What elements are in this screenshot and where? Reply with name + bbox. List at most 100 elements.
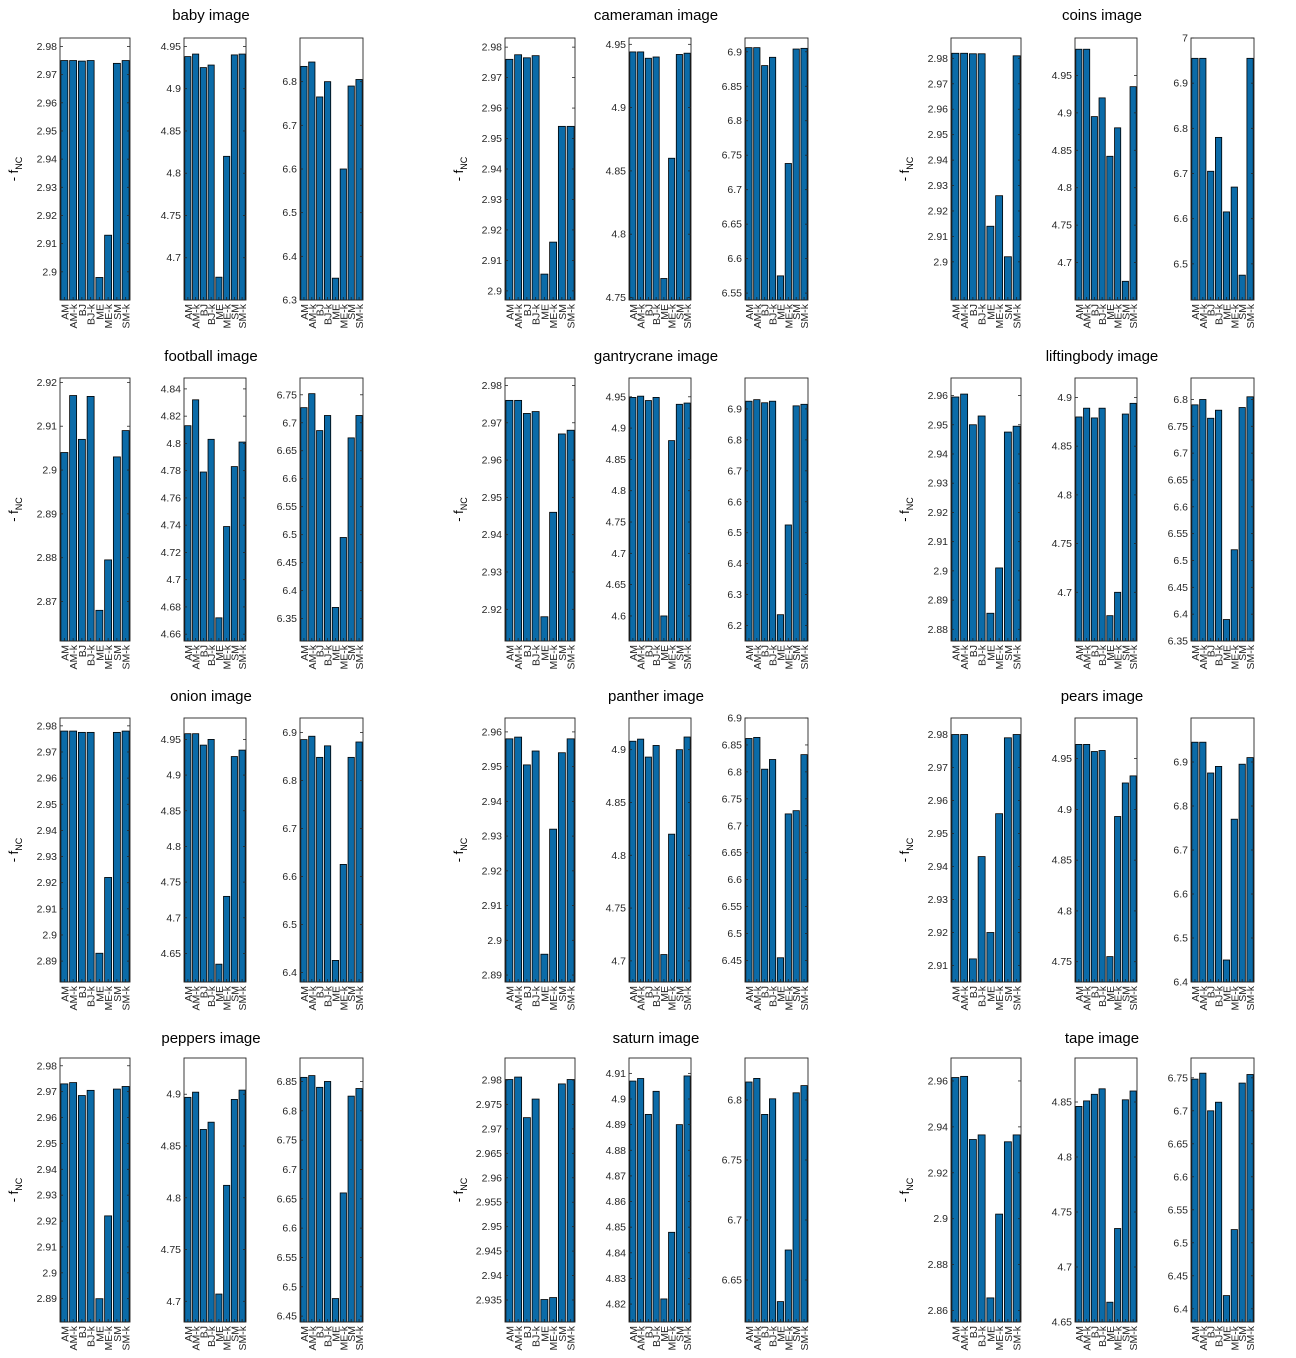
x-tick-label: AM (950, 986, 962, 1002)
bar (761, 1114, 769, 1323)
x-tick-label: ME-k (994, 985, 1006, 1010)
y-tick-label: 6.7 (727, 1215, 742, 1227)
y-tick-label: 2.9 (487, 935, 502, 947)
bar (683, 52, 691, 301)
y-axis-label-subscript: NC (14, 837, 24, 850)
bar (660, 954, 668, 983)
bar (86, 731, 95, 983)
x-tick-label: SM-k (1012, 1325, 1024, 1350)
y-tick-label: 2.93 (928, 478, 949, 490)
x-tick-label: BJ-k (977, 985, 989, 1007)
y-tick-label: 4.85 (606, 165, 627, 177)
bar (192, 53, 200, 301)
bar (1114, 1228, 1122, 1323)
x-tick-label: AM (299, 645, 311, 661)
bar (549, 1297, 558, 1323)
x-tick-label: AM (504, 645, 516, 661)
bar (1238, 763, 1246, 983)
bar (675, 403, 683, 642)
y-tick-label: 4.85 (161, 125, 182, 137)
x-tick-label: BJ-k (1214, 1325, 1226, 1347)
y-tick-label: 4.84 (606, 1247, 627, 1259)
y-tick-label: 6.75 (277, 389, 298, 401)
y-tick-label: 6.65 (722, 847, 743, 859)
y-tick-label: 6.65 (277, 445, 298, 457)
chart-title: baby image (172, 7, 250, 24)
y-tick-label: 6.7 (282, 417, 297, 429)
y-tick-label: 6.7 (282, 823, 297, 835)
y-tick-label: 6.9 (1173, 757, 1188, 769)
bar (77, 731, 86, 983)
bar (557, 433, 566, 642)
x-tick-label: BJ-k (531, 1325, 543, 1347)
bar (1075, 744, 1083, 983)
x-tick-label: AM (628, 986, 640, 1002)
axes-box (59, 377, 131, 642)
subplot: 7 clusters6.36.46.56.66.76.8AMAM-kBJBJ-k… (282, 37, 366, 329)
y-tick-label: 6.55 (722, 901, 743, 913)
x-tick-label: ME (94, 986, 106, 1002)
x-tick-label: SM (346, 986, 358, 1002)
y-tick-label: 6.75 (277, 1135, 298, 1147)
x-tick-label: SM-k (121, 644, 133, 669)
y-tick-label: 2.93 (928, 180, 949, 192)
x-tick-label: BJ-k (651, 985, 663, 1007)
y-tick-label: 6.4 (727, 558, 742, 570)
bar (207, 64, 215, 301)
x-tick-label: AM (504, 304, 516, 320)
y-tick-label: 4.85 (606, 454, 627, 466)
bar (637, 738, 645, 983)
x-tick-label: ME-k (338, 303, 350, 328)
x-tick-label: SM-k (682, 1325, 694, 1350)
x-tick-label: SM-k (1245, 644, 1257, 669)
y-tick-label: 6.6 (282, 1223, 297, 1235)
bar (660, 1298, 668, 1323)
x-tick-label: AM (628, 645, 640, 661)
y-axis-label-subscript: NC (459, 497, 469, 510)
subplot: 5 clusters4.74.754.84.854.9AMAM-kBJBJ-kM… (161, 1057, 249, 1351)
y-tick-label: 6.65 (722, 219, 743, 231)
y-tick-label: 2.92 (928, 1167, 949, 1179)
x-tick-label: ME (539, 304, 551, 320)
y-tick-label: 2.98 (482, 380, 503, 392)
x-tick-label: AM-k (959, 303, 971, 328)
x-tick-label: SM (1003, 304, 1015, 320)
x-tick-label: SM (346, 304, 358, 320)
x-tick-label: ME (659, 645, 671, 661)
bar (112, 62, 121, 301)
y-tick-label: 2.92 (37, 210, 58, 222)
y-tick-label: 2.96 (482, 726, 503, 738)
chart-group: panther image- fNC3 clusters2.892.92.912… (451, 688, 811, 1011)
x-tick-label: SM (674, 645, 686, 661)
bar (644, 400, 652, 642)
y-tick-label: 2.94 (37, 154, 58, 166)
y-axis-label: - fNC (451, 497, 469, 522)
y-tick-label: 2.91 (37, 903, 58, 915)
bar (339, 1192, 347, 1323)
y-tick-label: 2.94 (928, 448, 949, 460)
bar (652, 56, 660, 301)
y-tick-label: 6.85 (722, 81, 743, 93)
x-tick-label: AM-k (636, 644, 648, 669)
y-tick-label: 4.75 (606, 517, 627, 529)
bar (95, 277, 104, 301)
y-axis-label-subscript: NC (905, 156, 915, 169)
bar (776, 957, 784, 983)
y-tick-label: 4.83 (606, 1273, 627, 1285)
y-tick-label: 4.9 (611, 102, 626, 114)
chart-group: liftingbody image- fNC3 clusters2.882.89… (897, 348, 1257, 670)
y-tick-label: 4.91 (606, 1068, 627, 1080)
subplot: 5 clusters4.74.754.84.854.9AMAM-kBJBJ-kM… (1052, 377, 1140, 670)
subplot: 7 clusters6.56.66.76.86.97AMAM-kBJBJ-kME… (1173, 33, 1257, 329)
bar (121, 60, 130, 301)
y-tick-label: 6.7 (727, 820, 742, 832)
bar (549, 828, 558, 983)
bar (977, 415, 986, 642)
y-tick-label: 2.91 (928, 960, 949, 972)
chart-group: pears image- fNC3 clusters2.912.922.932.… (897, 688, 1257, 1011)
y-tick-label: 4.82 (606, 1299, 627, 1311)
x-tick-label: BJ-k (651, 644, 663, 666)
x-tick-label: AM-k (191, 644, 203, 669)
bar (769, 400, 777, 642)
x-tick-label: ME (1105, 304, 1117, 320)
